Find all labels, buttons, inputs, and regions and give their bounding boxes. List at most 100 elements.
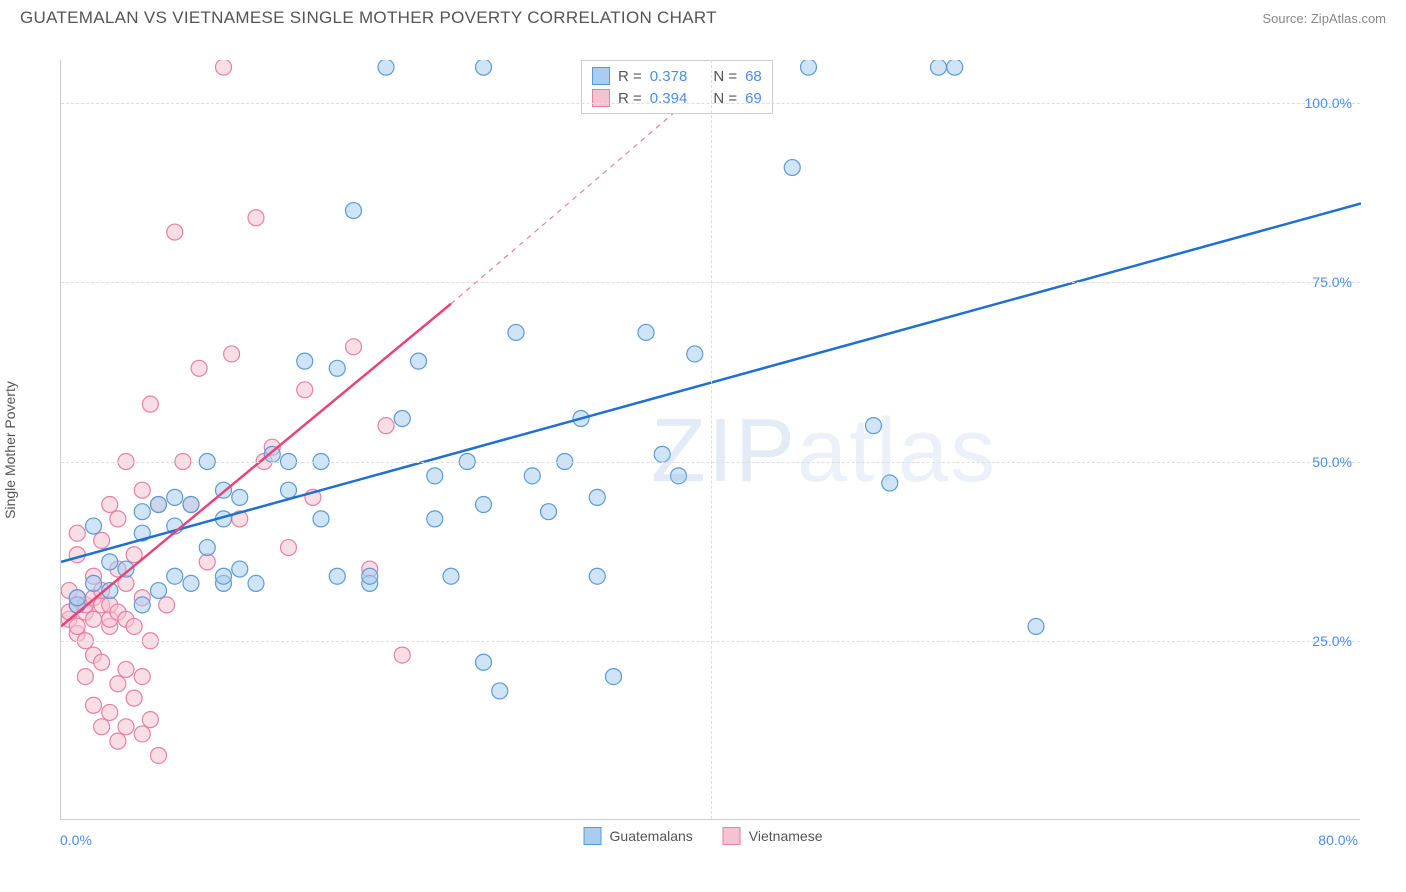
point-guatemalans <box>313 511 329 527</box>
swatch-pink <box>592 89 610 107</box>
point-vietnamese <box>224 346 240 362</box>
point-guatemalans <box>524 468 540 484</box>
gridline-v <box>711 60 712 819</box>
point-vietnamese <box>191 360 207 376</box>
legend-label-0: Guatemalans <box>610 828 693 844</box>
x-tick-min: 0.0% <box>60 832 92 848</box>
bottom-legend: Guatemalans Vietnamese <box>584 827 823 845</box>
point-guatemalans <box>151 583 167 599</box>
point-guatemalans <box>102 554 118 570</box>
plot-area: ZIPatlas R = 0.378 N = 68 R = 0.394 N = … <box>60 60 1360 820</box>
point-vietnamese <box>69 618 85 634</box>
y-tick-label: 100.0% <box>1305 95 1352 111</box>
point-vietnamese <box>378 418 394 434</box>
point-vietnamese <box>126 690 142 706</box>
point-vietnamese <box>110 511 126 527</box>
point-vietnamese <box>94 532 110 548</box>
point-guatemalans <box>151 497 167 513</box>
point-guatemalans <box>329 568 345 584</box>
point-guatemalans <box>476 654 492 670</box>
chart-title: GUATEMALAN VS VIETNAMESE SINGLE MOTHER P… <box>20 8 717 28</box>
point-guatemalans <box>1028 618 1044 634</box>
point-guatemalans <box>134 504 150 520</box>
chart-header: GUATEMALAN VS VIETNAMESE SINGLE MOTHER P… <box>0 0 1406 32</box>
point-vietnamese <box>86 611 102 627</box>
point-guatemalans <box>541 504 557 520</box>
point-vietnamese <box>126 618 142 634</box>
point-guatemalans <box>86 518 102 534</box>
point-vietnamese <box>69 525 85 541</box>
legend-label-1: Vietnamese <box>749 828 823 844</box>
point-guatemalans <box>248 575 264 591</box>
point-vietnamese <box>159 597 175 613</box>
r-label-0: R = <box>618 68 642 85</box>
swatch-blue-icon <box>584 827 602 845</box>
point-guatemalans <box>476 60 492 75</box>
point-vietnamese <box>216 60 232 75</box>
point-guatemalans <box>476 497 492 513</box>
x-tick-max: 80.0% <box>1318 832 1358 848</box>
point-vietnamese <box>110 676 126 692</box>
point-guatemalans <box>671 468 687 484</box>
n-val-0: 68 <box>745 68 762 85</box>
swatch-pink-icon <box>723 827 741 845</box>
point-guatemalans <box>654 446 670 462</box>
point-guatemalans <box>69 590 85 606</box>
point-guatemalans <box>508 324 524 340</box>
point-guatemalans <box>199 540 215 556</box>
point-vietnamese <box>199 554 215 570</box>
point-guatemalans <box>167 489 183 505</box>
n-label-0: N = <box>713 68 737 85</box>
point-guatemalans <box>784 160 800 176</box>
stats-row-0: R = 0.378 N = 68 <box>592 65 762 87</box>
point-guatemalans <box>687 346 703 362</box>
point-guatemalans <box>183 497 199 513</box>
stats-legend: R = 0.378 N = 68 R = 0.394 N = 69 <box>581 60 773 114</box>
point-vietnamese <box>142 396 158 412</box>
point-vietnamese <box>134 726 150 742</box>
chart-container: Single Mother Poverty ZIPatlas R = 0.378… <box>20 40 1386 860</box>
point-vietnamese <box>77 669 93 685</box>
point-guatemalans <box>216 568 232 584</box>
point-vietnamese <box>118 719 134 735</box>
point-guatemalans <box>232 561 248 577</box>
point-vietnamese <box>118 661 134 677</box>
point-guatemalans <box>443 568 459 584</box>
point-vietnamese <box>142 712 158 728</box>
point-guatemalans <box>378 60 394 75</box>
point-guatemalans <box>183 575 199 591</box>
legend-item-vietnamese: Vietnamese <box>723 827 823 845</box>
y-tick-label: 75.0% <box>1312 274 1352 290</box>
point-guatemalans <box>931 60 947 75</box>
y-tick-label: 50.0% <box>1312 454 1352 470</box>
point-guatemalans <box>394 410 410 426</box>
point-guatemalans <box>427 468 443 484</box>
point-guatemalans <box>86 575 102 591</box>
point-guatemalans <box>589 568 605 584</box>
point-vietnamese <box>167 224 183 240</box>
point-guatemalans <box>297 353 313 369</box>
point-vietnamese <box>86 697 102 713</box>
point-vietnamese <box>110 733 126 749</box>
point-guatemalans <box>232 489 248 505</box>
point-guatemalans <box>589 489 605 505</box>
legend-item-guatemalans: Guatemalans <box>584 827 693 845</box>
point-vietnamese <box>134 482 150 498</box>
point-vietnamese <box>346 339 362 355</box>
point-guatemalans <box>167 568 183 584</box>
point-guatemalans <box>866 418 882 434</box>
point-vietnamese <box>151 747 167 763</box>
swatch-blue <box>592 67 610 85</box>
point-vietnamese <box>94 719 110 735</box>
point-vietnamese <box>134 669 150 685</box>
point-vietnamese <box>102 497 118 513</box>
point-guatemalans <box>134 597 150 613</box>
y-axis-label: Single Mother Poverty <box>2 381 18 519</box>
point-guatemalans <box>346 203 362 219</box>
point-vietnamese <box>297 382 313 398</box>
point-vietnamese <box>394 647 410 663</box>
point-guatemalans <box>947 60 963 75</box>
point-guatemalans <box>492 683 508 699</box>
point-vietnamese <box>94 654 110 670</box>
point-guatemalans <box>638 324 654 340</box>
